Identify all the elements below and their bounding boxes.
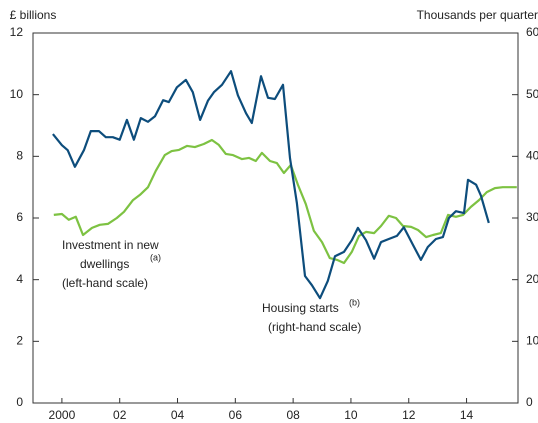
series-label-line: Investment in new bbox=[62, 238, 159, 252]
y-tick-label: 12 bbox=[10, 25, 24, 39]
y2-tick-label: 10 bbox=[526, 334, 538, 348]
x-tick-label: 2000 bbox=[49, 408, 76, 422]
x-tick-label: 06 bbox=[229, 408, 243, 422]
x-tick-label: 04 bbox=[171, 408, 185, 422]
x-tick-label: 10 bbox=[344, 408, 358, 422]
y2-tick-label: 40 bbox=[526, 149, 538, 163]
series-line bbox=[52, 70, 490, 300]
series-label-sup: (a) bbox=[150, 252, 161, 262]
x-tick-label: 12 bbox=[402, 408, 416, 422]
series-label-note: (left-hand scale) bbox=[62, 276, 148, 290]
y-tick-label: 2 bbox=[16, 334, 23, 348]
series-label: Housing starts bbox=[262, 301, 339, 315]
y-tick-label: 10 bbox=[10, 87, 24, 101]
y-axis-label: £ billions bbox=[10, 8, 57, 22]
y2-tick-label: 50 bbox=[526, 87, 538, 101]
y-tick-label: 0 bbox=[16, 395, 23, 409]
y2-tick-label: 20 bbox=[526, 272, 538, 286]
y-tick-label: 8 bbox=[16, 149, 23, 163]
plot-frame bbox=[32, 32, 519, 404]
x-tick-label: 08 bbox=[286, 408, 300, 422]
y2-tick-label: 30 bbox=[526, 210, 538, 224]
y-tick-label: 6 bbox=[16, 210, 23, 224]
series-label-sup: (b) bbox=[349, 297, 360, 307]
series-label-line: dwellings bbox=[80, 257, 129, 271]
series-label: Investment in new dwellings bbox=[62, 238, 159, 271]
x-tick-label: 02 bbox=[113, 408, 127, 422]
series-label-note: (right-hand scale) bbox=[268, 320, 361, 334]
y2-axis-label: Thousands per quarter bbox=[417, 8, 538, 22]
series-line bbox=[53, 138, 517, 265]
y-tick-label: 4 bbox=[16, 272, 23, 286]
y2-tick-label: 60 bbox=[526, 25, 538, 39]
y2-tick-label: 0 bbox=[526, 395, 533, 409]
x-tick-label: 14 bbox=[460, 408, 474, 422]
